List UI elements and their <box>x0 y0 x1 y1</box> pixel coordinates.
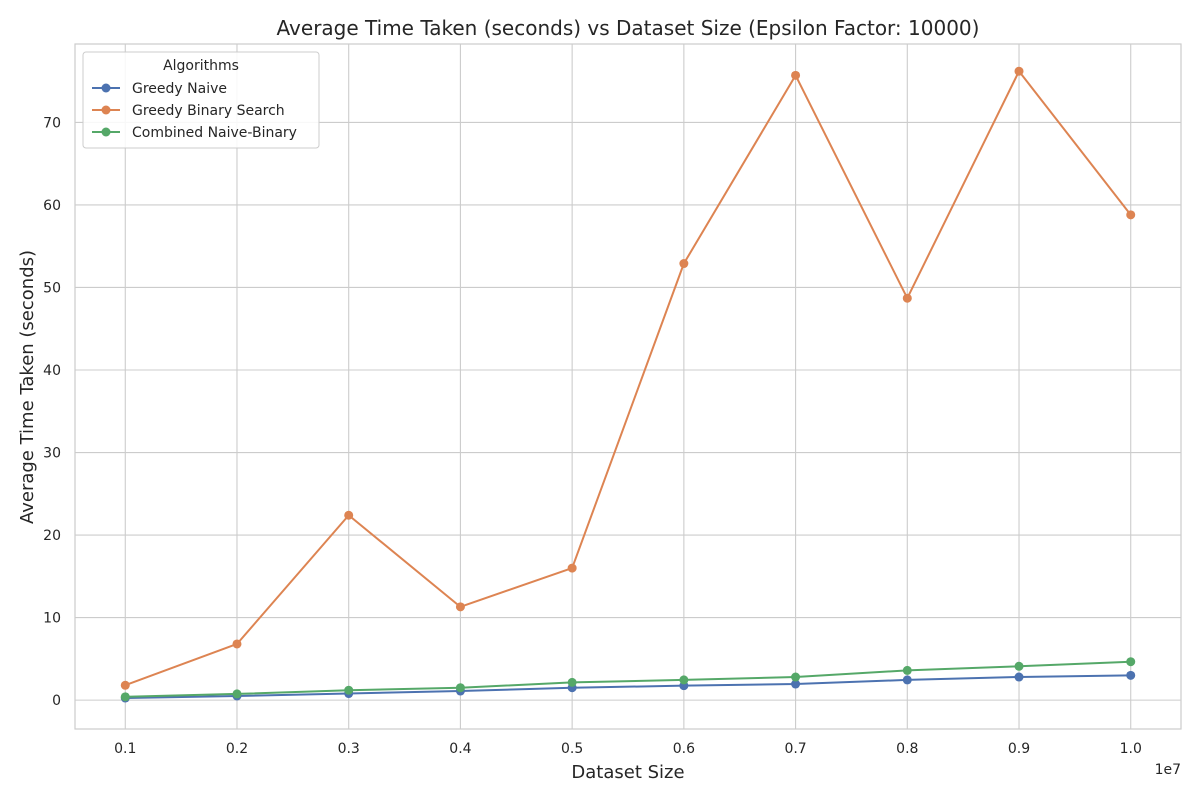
y-axis-ticks: 0 10 20 30 40 50 60 70 <box>43 115 61 709</box>
data-point <box>455 602 465 612</box>
y-tick-label: 20 <box>43 528 61 544</box>
legend-marker <box>101 105 111 115</box>
y-tick-label: 30 <box>43 446 61 462</box>
legend-entry: Greedy Naive <box>92 81 227 97</box>
grid-lines <box>75 44 1181 729</box>
data-point <box>232 689 242 699</box>
series-line <box>125 674 1131 700</box>
x-tick-label: 0.6 <box>673 741 695 757</box>
data-point <box>232 639 242 649</box>
data-point <box>679 675 689 685</box>
legend-entry: Combined Naive-Binary <box>92 125 297 141</box>
data-point <box>791 70 801 80</box>
series-layer <box>120 66 1136 703</box>
legend-label: Greedy Naive <box>132 81 227 97</box>
y-tick-label: 0 <box>52 693 61 709</box>
x-tick-label: 0.2 <box>226 741 248 757</box>
x-axis-offset-label: 1e7 <box>1155 762 1181 778</box>
data-point <box>791 679 801 689</box>
data-point <box>1014 66 1024 76</box>
data-point <box>791 672 801 682</box>
chart-title: Average Time Taken (seconds) vs Dataset … <box>277 16 980 40</box>
x-tick-label: 0.1 <box>114 741 136 757</box>
data-point <box>1126 670 1136 680</box>
legend-label: Greedy Binary Search <box>132 103 285 119</box>
legend-label: Combined Naive-Binary <box>132 125 297 141</box>
y-tick-label: 40 <box>43 363 61 379</box>
x-tick-label: 0.4 <box>449 741 471 757</box>
legend-marker <box>101 127 111 137</box>
x-tick-label: 1.0 <box>1120 741 1142 757</box>
legend-marker <box>101 83 111 93</box>
data-point <box>344 685 354 695</box>
data-point <box>455 683 465 693</box>
data-point <box>344 510 354 520</box>
y-tick-label: 10 <box>43 611 61 627</box>
x-tick-label: 0.8 <box>896 741 918 757</box>
legend-title: Algorithms <box>163 58 239 74</box>
y-tick-label: 50 <box>43 280 61 296</box>
x-tick-label: 0.9 <box>1008 741 1030 757</box>
series-line <box>125 660 1131 698</box>
series-1 <box>120 66 1136 690</box>
data-point <box>120 680 130 690</box>
data-point <box>567 563 577 573</box>
data-point <box>1126 657 1136 667</box>
legend-box <box>82 51 320 149</box>
legend-entries: Greedy Naive Greedy Binary Search Combined… <box>92 81 297 141</box>
x-axis-title: Dataset Size <box>571 762 684 783</box>
x-axis-ticks: 0.1 0.2 0.3 0.4 0.5 0.6 0.7 0.8 0.9 1.0 <box>114 741 1142 757</box>
data-point <box>1126 210 1136 220</box>
x-tick-label: 0.3 <box>338 741 360 757</box>
data-point <box>120 692 130 702</box>
series-line <box>124 70 1132 687</box>
data-point <box>679 259 689 269</box>
y-tick-label: 60 <box>43 198 61 214</box>
data-point <box>567 677 577 687</box>
plot-frame <box>74 43 1182 730</box>
data-point <box>1014 661 1024 671</box>
x-tick-label: 0.7 <box>784 741 806 757</box>
legend-entry: Greedy Binary Search <box>92 103 285 119</box>
legend: Algorithms Greedy Naive Greedy Binary Sea… <box>82 51 320 149</box>
data-point <box>902 675 912 685</box>
data-point <box>902 665 912 675</box>
x-tick-label: 0.5 <box>561 741 583 757</box>
y-axis-title: Average Time Taken (seconds) <box>17 250 38 524</box>
data-point <box>1014 672 1024 682</box>
data-point <box>902 293 912 303</box>
y-tick-label: 70 <box>43 115 61 131</box>
series-2 <box>120 657 1136 702</box>
